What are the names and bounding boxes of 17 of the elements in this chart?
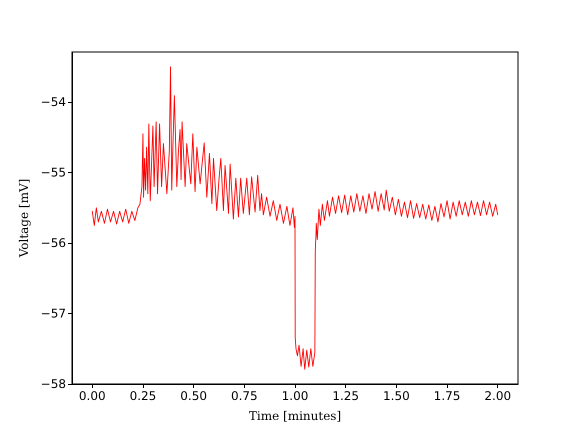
y-tick-label: −55 <box>40 166 66 180</box>
y-tick-label: −54 <box>40 95 66 110</box>
x-tick-label: 1.25 <box>332 389 360 403</box>
line-series <box>92 66 498 370</box>
x-tick-label: 0.25 <box>130 389 156 403</box>
x-tick-label: 0.75 <box>230 389 258 403</box>
y-tick-label: −57 <box>40 306 66 321</box>
x-tick-label: 2.00 <box>484 389 512 403</box>
y-axis-title: Voltage [mV] <box>16 178 31 258</box>
x-axis-title: Time [minutes] <box>248 409 342 423</box>
y-tick-label: −56 <box>40 236 66 250</box>
x-tick-label: 0.50 <box>180 389 207 403</box>
x-tick-label: 1.50 <box>383 389 410 403</box>
x-tick-label: 1.00 <box>282 389 308 403</box>
y-tick-label: −58 <box>40 377 66 391</box>
x-tick-label: 0.00 <box>78 389 106 403</box>
x-tick-label: 1.75 <box>434 389 460 403</box>
